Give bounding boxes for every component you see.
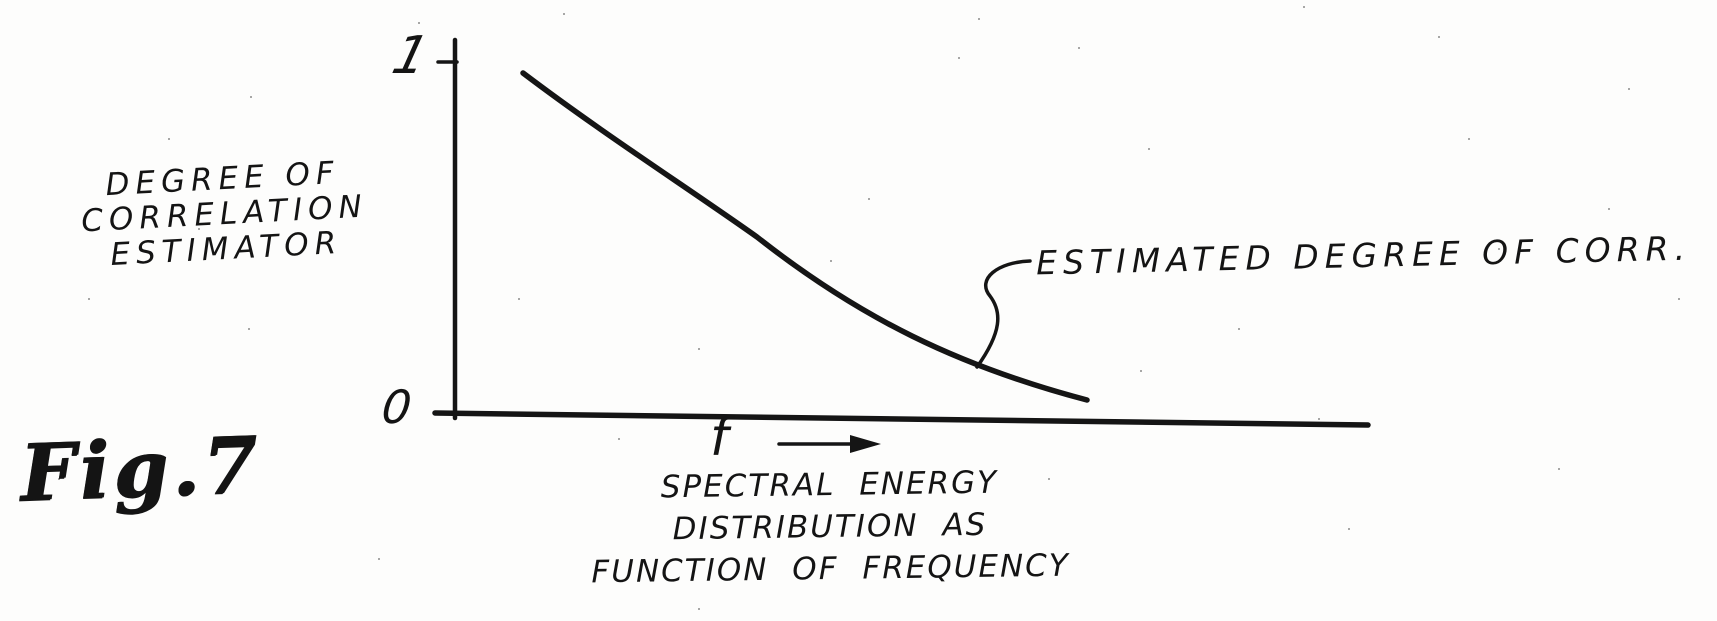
y-axis-title: DEGREE OF CORRELATION ESTIMATOR xyxy=(49,153,399,276)
estimated-correlation-curve xyxy=(520,70,1090,403)
x-axis-title-line-3: FUNCTION OF FREQUENCY xyxy=(591,547,1071,591)
x-direction-arrow-head-icon xyxy=(850,435,881,453)
x-axis-line xyxy=(432,410,1371,428)
annotation-leader-squiggle xyxy=(975,259,1032,369)
y-tick-label-zero: 0 xyxy=(379,380,415,434)
figure-number-label: Fig.7 xyxy=(18,419,263,520)
frequency-symbol-label: f xyxy=(710,408,729,468)
paper-noise-speckles xyxy=(0,0,2,2)
x-axis-title: SPECTRAL ENERGY DISTRIBUTION AS FUNCTION… xyxy=(555,460,1105,594)
